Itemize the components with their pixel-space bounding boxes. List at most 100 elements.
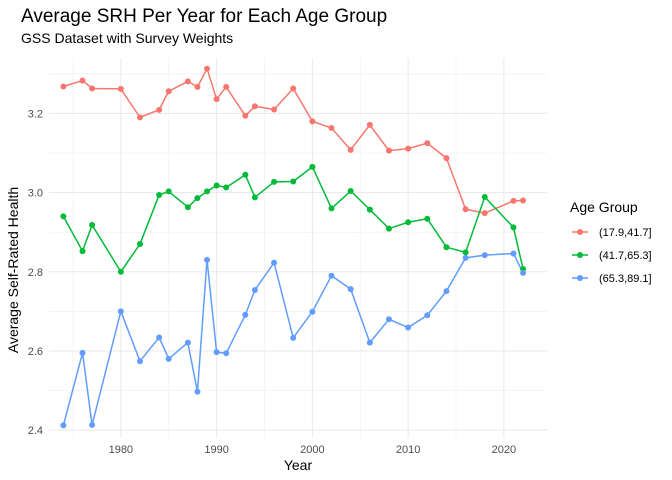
data-point [309,308,316,315]
data-point [405,324,412,331]
data-point [251,194,258,201]
y-tick-label: 2.6 [28,346,43,358]
data-point [156,334,163,341]
data-point [405,219,412,226]
data-point [89,421,96,428]
data-point [156,191,163,198]
data-point [60,83,67,90]
data-point [271,106,278,113]
legend-entry-label: (41.7,65.3] [599,250,652,262]
data-point [462,254,469,261]
series-line-3 [62,252,524,426]
series-line-1 [63,67,524,214]
data-point [184,204,191,211]
data-point [204,65,211,72]
data-point [194,83,201,90]
data-point [481,193,488,200]
data-point [60,213,67,220]
data-point [520,197,527,204]
data-point [117,85,124,92]
data-point [79,349,86,356]
series-lines [62,67,524,426]
data-point [405,145,412,152]
legend-key-point [577,252,583,258]
data-point [251,103,258,110]
data-point [366,206,373,213]
data-point [328,125,335,132]
data-point [213,349,220,356]
data-point [194,388,201,395]
y-tick-label: 2.8 [28,267,43,279]
legend-entry-label: (65.3,89.1] [599,273,652,285]
data-point [184,78,191,85]
data-point [213,96,220,103]
data-point [165,88,172,95]
data-point [347,146,354,153]
x-axis-ticks: 1980 1990 2000 2010 2020 [109,444,517,456]
y-axis-ticks: 2.4 2.6 2.8 3.0 3.2 [28,108,43,437]
data-point [481,252,488,259]
data-point [290,178,297,185]
data-point [156,106,163,113]
minor-gridlines [49,58,547,438]
y-axis-label: Average Self-Rated Health [5,187,21,353]
data-point [79,77,86,84]
data-point [424,312,431,319]
data-point [510,224,517,231]
data-point [443,244,450,251]
data-point [462,206,469,213]
legend-key-point [577,275,583,281]
legend: Age Group (17.9,41.7] (41.7,65.3] (65.3,89… [570,199,652,285]
data-point [309,118,316,125]
x-tick-label: 1990 [204,444,228,456]
data-point [79,248,86,255]
data-point [136,358,143,365]
x-tick-label: 2000 [300,444,324,456]
x-tick-label: 2020 [492,444,516,456]
data-point [165,355,172,362]
data-point [136,241,143,248]
data-point [347,188,354,194]
x-tick-label: 1980 [109,444,133,456]
data-point [271,178,278,185]
data-point [204,188,211,195]
data-point [89,222,96,229]
data-point [443,288,450,295]
data-point [290,85,297,92]
data-point [223,184,230,191]
data-point [424,140,431,147]
legend-key-point [577,229,583,235]
data-point [223,350,230,357]
data-point [290,334,297,341]
data-point [366,121,373,128]
data-point [136,114,143,121]
data-point [165,188,172,195]
data-point [385,225,392,232]
data-point [481,210,488,217]
chart-title: Average SRH Per Year for Each Age Group [21,6,387,27]
data-point [366,339,373,346]
legend-entry-label: (17.9,41.7] [599,227,652,239]
data-point [328,205,335,212]
y-tick-label: 3.0 [28,188,43,200]
data-point [510,250,517,257]
data-point [223,83,230,90]
data-point [520,269,527,276]
y-tick-label: 3.2 [28,108,43,120]
x-tick-label: 2010 [396,444,420,456]
data-point [213,182,220,189]
data-point [251,286,258,293]
data-point [117,268,124,275]
data-point [271,259,278,266]
data-point [242,171,249,178]
series-points [60,65,527,429]
chart-subtitle: GSS Dataset with Survey Weights [21,30,233,46]
data-point [184,339,191,346]
legend-title: Age Group [570,199,638,215]
data-point [60,422,67,429]
data-point [462,249,469,256]
data-point [194,195,201,202]
series-line-2 [62,166,524,273]
data-point [510,197,517,204]
